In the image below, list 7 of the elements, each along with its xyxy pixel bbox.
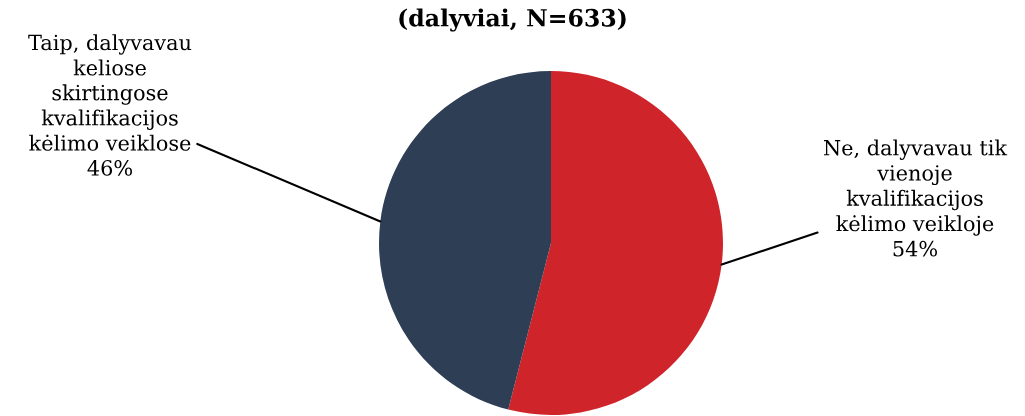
chart-title: (dalyviai, N=633) <box>399 8 626 32</box>
data-label: 46% <box>87 160 132 176</box>
slice-label: Taip, dalyvavau keliose skirtingose kvalifikacijos kėlimo veiklose <box>28 34 192 151</box>
slice-label: Ne, dalyvavau tik vienoje kvalifikacijos kėlimo veikloje <box>823 139 1008 236</box>
pie-slice <box>508 71 723 415</box>
data-label: 54% <box>893 240 937 257</box>
pie-slice <box>379 71 551 410</box>
